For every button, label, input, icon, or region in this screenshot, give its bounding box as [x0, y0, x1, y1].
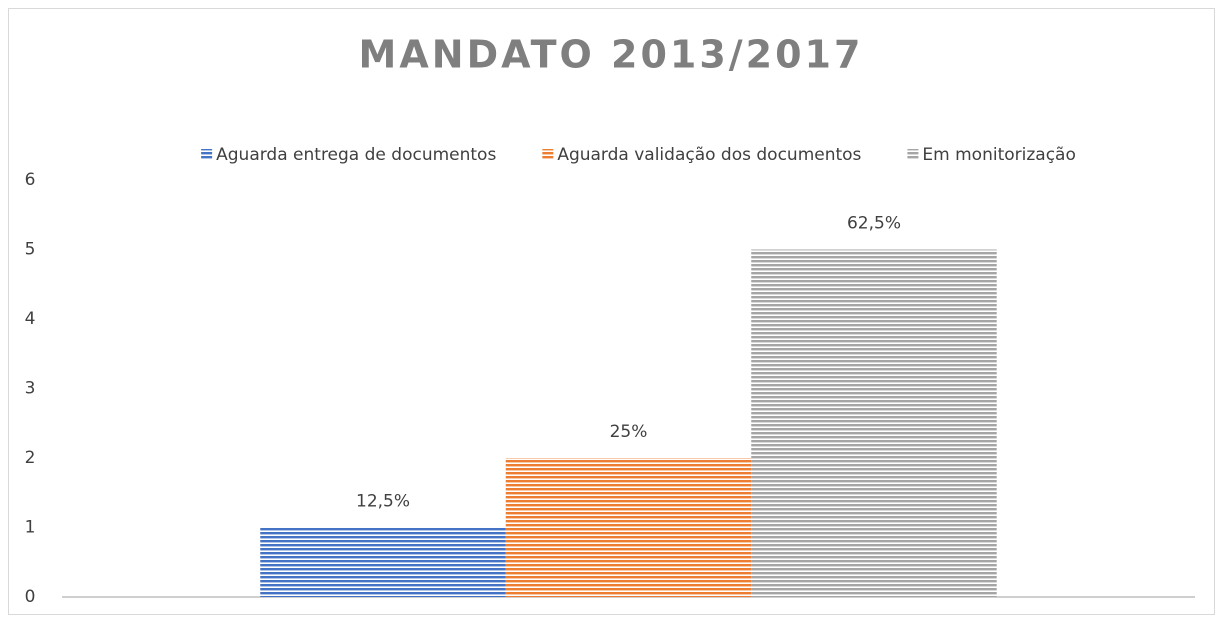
chart-title: MANDATO 2013/2017 [359, 33, 864, 77]
legend-marker [201, 149, 213, 160]
y-tick-label: 1 [25, 518, 36, 538]
data-label: 62,5% [847, 214, 901, 234]
y-tick-label: 4 [25, 309, 36, 329]
legend-marker [542, 149, 554, 160]
y-tick-label: 2 [25, 448, 36, 468]
y-tick-label: 3 [25, 379, 36, 399]
legend-marker [907, 149, 919, 160]
bar [505, 458, 752, 597]
bar [260, 527, 506, 597]
y-tick-label: 0 [25, 587, 36, 607]
legend-label: Aguarda entrega de documentos [216, 145, 496, 165]
data-label: 12,5% [356, 492, 410, 512]
y-tick-label: 6 [25, 170, 36, 190]
data-label: 25% [610, 422, 648, 442]
y-tick-label: 5 [25, 240, 36, 260]
legend-label: Em monitorização [922, 145, 1075, 165]
bar [751, 249, 997, 597]
legend: Aguarda entrega de documentos Aguarda val… [201, 145, 1076, 165]
legend-label: Aguarda validação dos documentos [557, 145, 861, 165]
